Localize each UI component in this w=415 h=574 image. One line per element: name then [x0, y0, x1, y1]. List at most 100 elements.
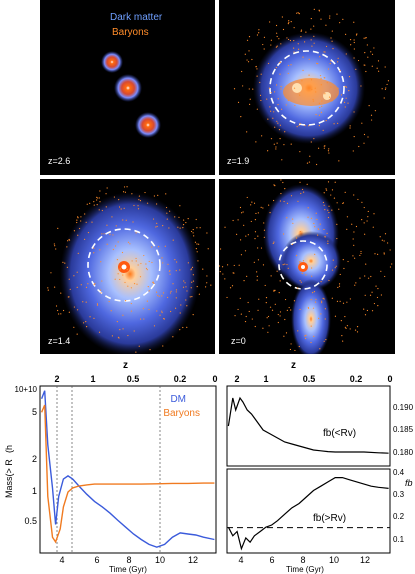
baryon-particle [109, 233, 111, 235]
baryon-particle [122, 328, 124, 330]
baryon-particle [384, 66, 386, 68]
baryon-particle [279, 61, 282, 63]
baryon-particle [106, 243, 108, 245]
baryon-particle [240, 212, 243, 214]
baryon-particle [117, 241, 119, 243]
baryon-particle [260, 99, 262, 102]
y-tick-label: 0.1 [393, 535, 405, 544]
baryon-particle [374, 110, 377, 112]
baryon-particle [328, 205, 330, 207]
baryon-particle [196, 251, 198, 253]
baryon-particle [312, 98, 314, 101]
baryon-particle [133, 204, 135, 207]
baryon-particle [378, 70, 380, 72]
baryon-particle [258, 32, 260, 34]
baryon-particle [297, 287, 299, 289]
baryon-particle [114, 245, 117, 247]
baryon-particle [280, 88, 282, 90]
baryon-particle [143, 254, 145, 257]
baryon-particle [197, 260, 199, 262]
baryon-particle [315, 298, 317, 300]
baryon-particle [328, 96, 331, 98]
baryon-particle [265, 301, 267, 304]
baryon-particle [278, 38, 280, 40]
baryon-particle [256, 68, 258, 70]
baryon-particle [368, 105, 370, 107]
baryon-particle [153, 282, 155, 285]
baryon-particle [86, 203, 88, 205]
baryon-particle [347, 102, 349, 104]
baryon-particle [374, 253, 376, 255]
baryon-particle [138, 195, 141, 197]
baryon-particle [248, 88, 250, 90]
baryon-particle [168, 270, 171, 272]
baryon-particle [331, 297, 333, 299]
baryon-particle [237, 101, 240, 103]
baryon-particle [279, 311, 282, 313]
baryon-particle [353, 57, 355, 59]
baryon-particle [122, 274, 124, 276]
y-tick-label: 5 [32, 407, 37, 417]
baryon-particle [129, 243, 131, 245]
baryon-particle [328, 148, 330, 150]
baryon-particle [361, 219, 363, 221]
baryon-particle [276, 270, 278, 272]
baryon-particle [311, 88, 313, 91]
baryon-particle [383, 253, 385, 255]
baryon-particle [194, 241, 197, 243]
baryon-particle [179, 205, 181, 207]
baryon-particle [282, 181, 284, 184]
baryon-particle [324, 93, 326, 95]
baryon-particle [364, 64, 366, 66]
baryon-particle [195, 247, 197, 250]
baryon-particle [300, 261, 302, 263]
baryon-particle [255, 141, 257, 143]
baryon-particle [341, 335, 343, 337]
baryon-particle [324, 51, 326, 53]
baryon-particle [310, 217, 313, 219]
baryon-particle [193, 235, 195, 237]
baryon-particle [242, 211, 244, 213]
baryon-particle [299, 181, 301, 183]
baryon-particle [329, 15, 331, 17]
baryon-particle [377, 305, 379, 307]
baryon-particle [371, 65, 373, 67]
baryon-particle [191, 296, 193, 298]
baryon-particle [113, 196, 115, 198]
baryon-particle [138, 199, 140, 201]
baryon-particle [339, 22, 341, 24]
baryon-particle [309, 155, 311, 157]
baryon-particle [93, 201, 95, 203]
fb-plot-x-ticks: 4 6 8 10 12 [238, 555, 370, 565]
baryon-particle [120, 208, 122, 210]
baryon-particle [158, 246, 160, 248]
baryon-particle [116, 321, 118, 323]
baryon-particle [175, 270, 177, 272]
baryon-particle [338, 160, 340, 162]
top-tick: 0 [387, 374, 392, 384]
baryon-particle [366, 220, 368, 222]
baryon-particle [130, 302, 132, 305]
baryon-particle [373, 302, 376, 305]
top-tick: 0.2 [174, 374, 187, 384]
baryon-particle [93, 247, 95, 249]
baryon-particle [324, 308, 326, 310]
baryon-particle [55, 305, 58, 307]
baryon-particle [166, 212, 168, 214]
baryon-particle [300, 29, 303, 31]
baryon-particle [254, 238, 256, 240]
baryon-particle [196, 243, 198, 245]
baryon-particle [272, 117, 274, 119]
baryon-particle [237, 308, 239, 311]
y-tick-label: 2 [32, 454, 37, 464]
baryon-particle [353, 194, 355, 196]
baryon-particle [262, 207, 264, 209]
baryon-particle [339, 69, 341, 72]
baryon-particle [191, 281, 193, 283]
x-tick-label: 6 [94, 555, 99, 565]
baryon-particle [156, 222, 158, 224]
baryon-particle [57, 309, 59, 312]
y-tick-label: 0.5 [24, 516, 37, 526]
baryon-particle [258, 298, 260, 300]
baryon-particle [256, 271, 258, 273]
